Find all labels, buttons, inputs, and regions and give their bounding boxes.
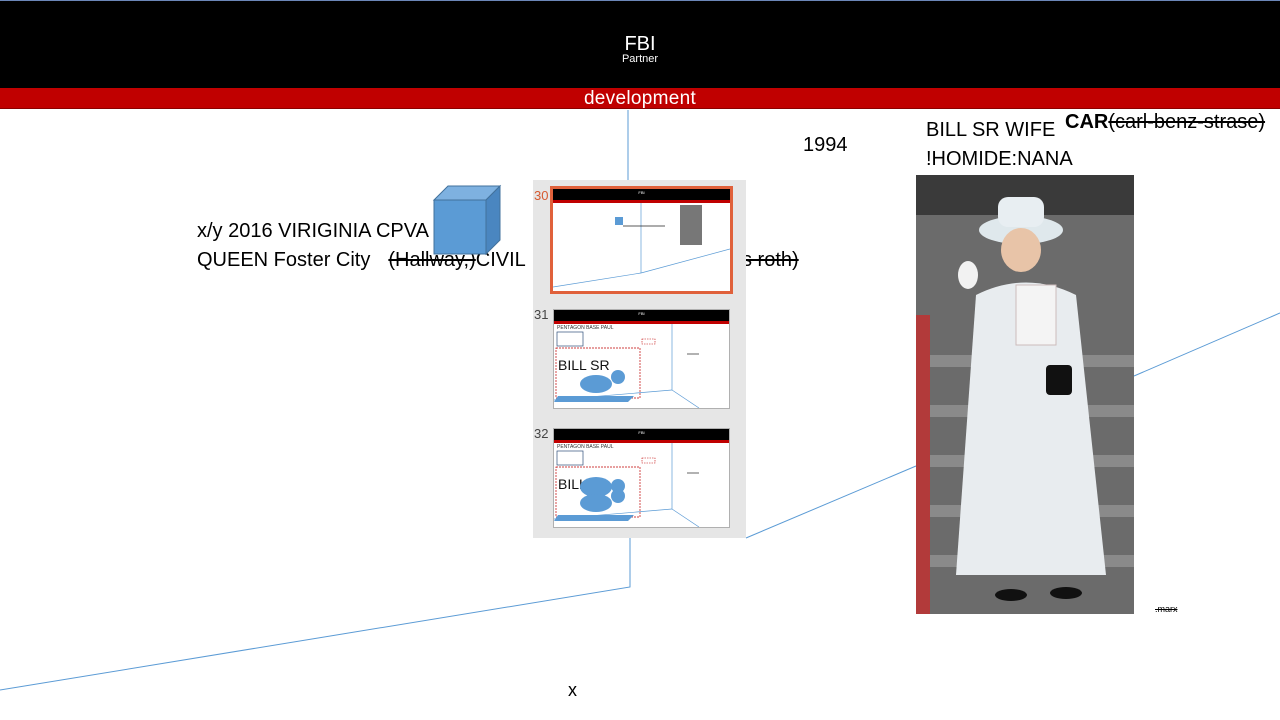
car-label: CAR(carl-benz-strase) xyxy=(1065,111,1265,134)
x-label: x xyxy=(568,680,577,700)
car-bold: CAR xyxy=(1065,111,1109,133)
thumb-heading: PENTAGON BASE PAUL xyxy=(557,444,614,450)
marx-note: .marx xyxy=(1155,604,1178,614)
homicide-label: !HOMIDE:NANA xyxy=(926,148,1073,170)
wife-label: BILL SR WIFE xyxy=(926,119,1056,141)
slide-thumbnail-32[interactable]: FBI PENTAGON BASE PAUL BILL xyxy=(553,428,730,528)
thumb-header: FBI xyxy=(554,310,729,321)
left-text-line-1: x/y 2016 VIRIGINIA CPVA olci xyxy=(197,220,464,242)
queen-text: QUEEN Foster City xyxy=(197,249,371,271)
thumb-header-title: FBI xyxy=(638,190,645,195)
thumb-banner xyxy=(553,200,730,203)
development-banner: development xyxy=(0,88,1280,109)
thumb-shapes xyxy=(554,443,700,527)
thumb-shapes xyxy=(554,324,700,408)
thumb-header: FBI xyxy=(554,429,729,440)
thumb-header-title: FBI xyxy=(638,311,645,316)
thumb-heading: PENTAGON BASE PAUL xyxy=(557,325,614,331)
thumb-banner xyxy=(554,440,729,443)
slide-thumbnail-31[interactable]: FBI PENTAGON BASE PAUL BILL SR xyxy=(553,309,730,409)
thumb-header: FBI xyxy=(553,189,730,200)
header-title: FBI xyxy=(624,33,656,55)
thumb-lines xyxy=(553,203,730,288)
roth-strikethrough: s roth) xyxy=(742,249,799,271)
thumb-header-title: FBI xyxy=(638,430,645,435)
thumb-photo xyxy=(680,205,702,245)
left-text-line-2: QUEEN Foster City (Hallway,)CIVIL xyxy=(197,249,526,272)
slide-thumbnail-panel: 30 FBI 31 FBI PENTAGON BASE PAUL BILL SR xyxy=(533,180,746,538)
cube-shape[interactable] xyxy=(432,184,502,256)
slide-thumbnail-30[interactable]: FBI xyxy=(550,186,733,294)
header-subtitle: Partner xyxy=(621,53,659,65)
thumb-banner xyxy=(554,321,729,324)
thumb-big-label: BILL SR xyxy=(558,357,610,373)
thumb-big-label: BILL xyxy=(558,476,587,492)
slide-number-31: 31 xyxy=(534,307,549,322)
slide-header: FBI Partner xyxy=(0,0,1280,88)
slide-number-30: 30 xyxy=(534,188,549,203)
year-label: 1994 xyxy=(803,134,848,156)
slide-number-32: 32 xyxy=(534,426,549,441)
woman-in-white-coat-photo[interactable] xyxy=(916,175,1134,614)
car-strikethrough: (carl-benz-strase) xyxy=(1108,111,1266,133)
civil-text: CIVIL xyxy=(475,249,526,271)
